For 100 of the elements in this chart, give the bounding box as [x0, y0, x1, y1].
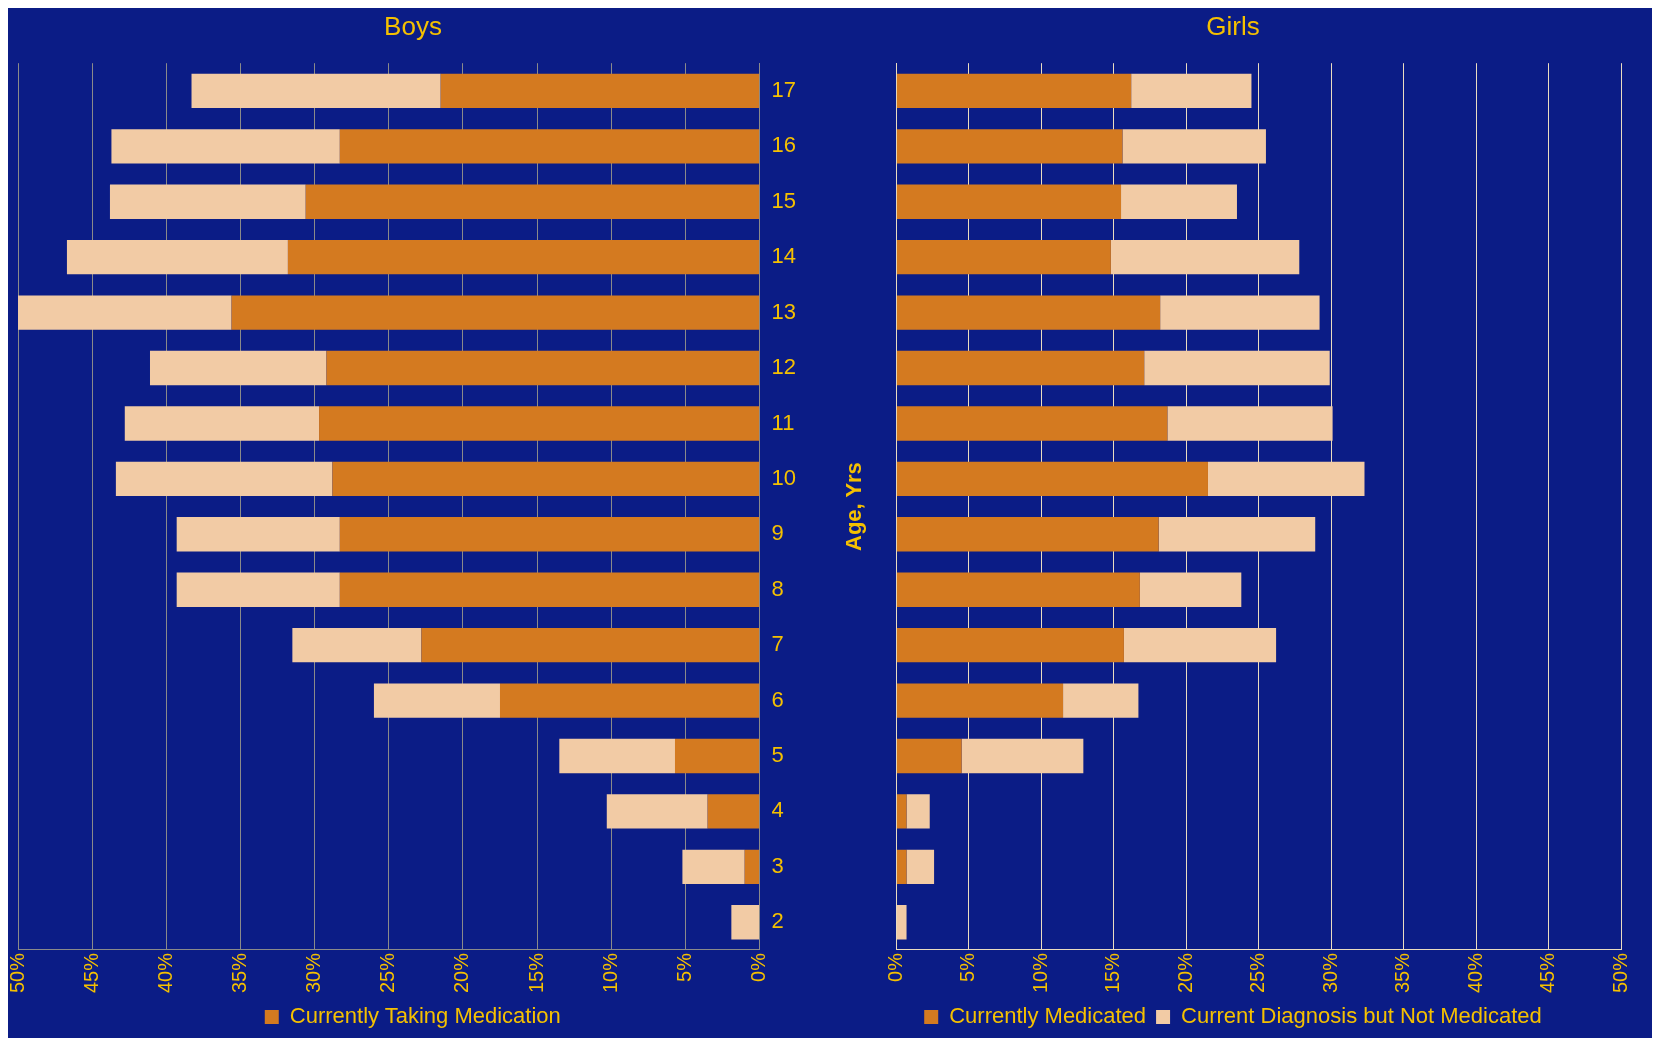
bar [675, 738, 760, 774]
bar [682, 849, 745, 885]
x-tick-label: 35% [227, 952, 250, 993]
bar [707, 794, 760, 829]
bar [1110, 240, 1300, 275]
y-tick-label: 12 [771, 354, 797, 380]
bar [1144, 350, 1330, 386]
bar [339, 517, 760, 552]
y-tick-label: 13 [771, 298, 797, 324]
bar [373, 683, 500, 718]
bar [339, 129, 760, 164]
legend-label: Currently Medicated [949, 1003, 1147, 1029]
y-axis-title: Age, Yrs [841, 462, 867, 552]
x-tick-label: 20% [1173, 952, 1196, 993]
x-tick-label: 30% [302, 952, 325, 993]
bar [731, 905, 760, 940]
bar [896, 794, 907, 829]
y-tick-label: 2 [771, 908, 784, 934]
bar [332, 461, 760, 497]
bar [176, 572, 340, 607]
bar [961, 738, 1084, 774]
bar [559, 738, 675, 774]
bar [499, 683, 760, 718]
bar [1167, 406, 1333, 441]
y-tick-label: 16 [771, 132, 797, 158]
x-tick-label: 25% [376, 952, 399, 993]
y-tick-label: 8 [771, 575, 784, 601]
x-tick-label: 10% [1028, 952, 1051, 993]
bar [124, 406, 320, 441]
bar [906, 794, 930, 829]
chart-title: Girls [1206, 10, 1260, 41]
bar [896, 683, 1064, 718]
bar [191, 73, 441, 109]
x-tick-label: 15% [1101, 952, 1124, 993]
x-tick-label: 50% [5, 952, 28, 993]
y-tick-label: 3 [771, 852, 784, 878]
bar [1121, 184, 1237, 219]
legend-label: Current Diagnosis but Not Medicated [1181, 1003, 1542, 1029]
x-tick-label: 45% [79, 952, 102, 993]
bar [115, 461, 333, 497]
bar [18, 295, 232, 330]
x-tick-label: 5% [956, 952, 979, 982]
bar [1160, 295, 1320, 330]
bar [896, 295, 1161, 330]
bar [896, 627, 1124, 663]
bar [896, 905, 907, 940]
chart-title: Boys [384, 10, 442, 41]
legend-label: Currently Taking Medication [289, 1003, 561, 1029]
x-tick-label: 10% [598, 952, 621, 993]
bar [1131, 73, 1252, 109]
bar [896, 572, 1140, 607]
bar [287, 240, 760, 275]
x-tick-label: 35% [1391, 952, 1414, 993]
bar [1122, 129, 1266, 164]
y-tick-label: 6 [771, 686, 784, 712]
bar [1158, 517, 1316, 552]
x-tick-label: 5% [672, 952, 695, 982]
bar [319, 406, 760, 441]
bar [896, 406, 1168, 441]
y-tick-label: 5 [771, 742, 784, 768]
x-tick-label: 30% [1318, 952, 1341, 993]
y-tick-label: 10 [771, 464, 797, 490]
bar [66, 240, 288, 275]
x-tick-label: 40% [153, 952, 176, 993]
y-tick-label: 9 [771, 520, 784, 546]
bar [896, 184, 1122, 219]
bar [896, 350, 1145, 386]
bar [109, 184, 306, 219]
y-tick-label: 4 [771, 797, 784, 823]
x-tick-label: 25% [1246, 952, 1269, 993]
y-tick-label: 7 [771, 631, 784, 657]
bar [149, 350, 327, 386]
bar [896, 517, 1159, 552]
bar [896, 240, 1111, 275]
bar [292, 627, 422, 663]
x-tick-label: 40% [1463, 952, 1486, 993]
bar [744, 849, 760, 885]
bar [906, 849, 935, 885]
bar [305, 184, 760, 219]
bar [896, 73, 1132, 109]
x-tick-label: 50% [1608, 952, 1631, 993]
bar [896, 461, 1208, 497]
y-tick-label: 14 [771, 243, 797, 269]
bar [1207, 461, 1365, 497]
bar [1063, 683, 1139, 718]
bar [1139, 572, 1242, 607]
bar [896, 129, 1123, 164]
bar [339, 572, 760, 607]
bar [606, 794, 708, 829]
y-tick-label: 11 [771, 409, 795, 435]
bar [896, 738, 962, 774]
bar [231, 295, 760, 330]
bar [421, 627, 760, 663]
y-tick-label: 15 [771, 187, 797, 213]
bar [1123, 627, 1277, 663]
y-tick-label: 17 [771, 76, 797, 102]
x-tick-label: 20% [450, 952, 473, 993]
bar [896, 849, 907, 885]
x-tick-label: 45% [1536, 952, 1559, 993]
bar [440, 73, 760, 109]
